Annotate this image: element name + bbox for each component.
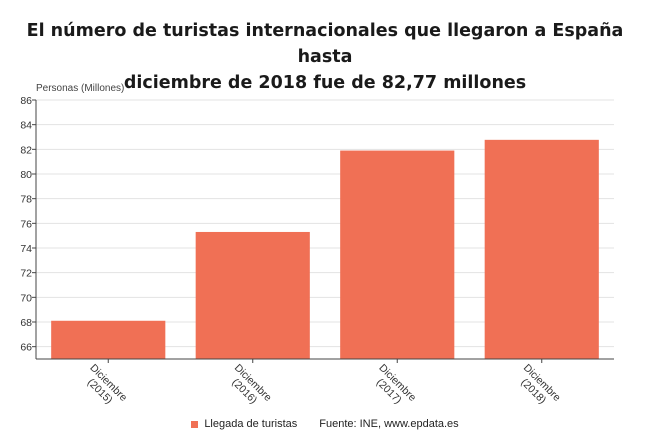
bar xyxy=(51,320,166,359)
y-tick-label: 72 xyxy=(20,268,32,280)
y-tick-label: 70 xyxy=(20,292,32,304)
chart-title-line-1: El número de turistas internacionales qu… xyxy=(26,21,624,67)
y-tick-label: 74 xyxy=(20,243,32,255)
y-tick-label: 66 xyxy=(20,342,32,354)
y-tick-label: 86 xyxy=(20,95,32,107)
chart-title-line-2: diciembre de 2018 fue de 82,77 millones xyxy=(123,73,527,93)
x-tick-label: Diciembre(2018) xyxy=(512,362,563,413)
legend-swatch xyxy=(191,420,199,428)
bar xyxy=(340,150,455,359)
chart-title: El número de turistas internacionales qu… xyxy=(0,18,650,96)
bars xyxy=(51,139,599,359)
y-axis-label: Personas (Millones) xyxy=(36,83,124,94)
legend: Llegada de turistas Fuente: INE, www.epd… xyxy=(0,418,650,430)
y-tick-label: 80 xyxy=(20,169,32,181)
x-tick-label: Diciembre(2017) xyxy=(368,362,419,413)
y-tick-label: 82 xyxy=(20,144,32,156)
y-axis-ticks: 66 68 70 72 74 76 78 80 82 84 86 xyxy=(20,95,36,354)
bar xyxy=(195,231,310,359)
y-tick-label: 68 xyxy=(20,317,32,329)
legend-item: Llegada de turistas xyxy=(191,418,297,430)
legend-label: Llegada de turistas xyxy=(204,418,298,430)
y-tick-label: 76 xyxy=(20,218,32,230)
y-tick-label: 84 xyxy=(20,120,32,132)
source-note: Fuente: INE, www.epdata.es xyxy=(319,418,459,430)
x-tick-label: Diciembre(2015) xyxy=(79,362,130,413)
x-axis-ticks: Diciembre(2015) Diciembre(2016) Diciembre(… xyxy=(79,359,563,413)
y-tick-label: 78 xyxy=(20,194,32,206)
x-tick-label: Diciembre(2016) xyxy=(223,362,274,413)
bar xyxy=(484,139,599,359)
